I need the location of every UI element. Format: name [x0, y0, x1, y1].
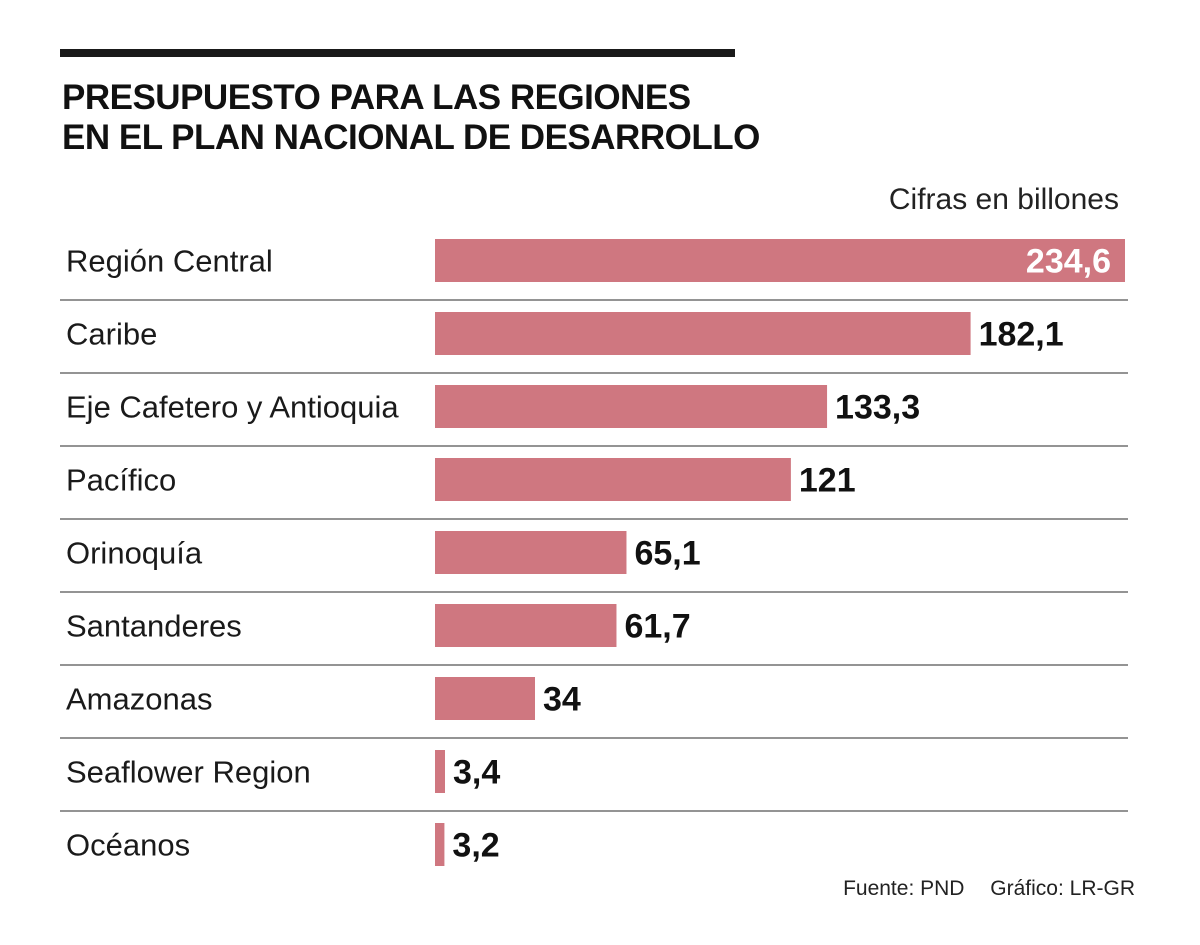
- value-label: 182,1: [979, 316, 1064, 354]
- value-label: 133,3: [835, 389, 920, 427]
- category-label: Seaflower Region: [66, 755, 311, 790]
- units-note: Cifras en billones: [888, 183, 1119, 216]
- chart-title-line-1: PRESUPUESTO PARA LAS REGIONES: [62, 78, 691, 117]
- bar: [435, 531, 627, 574]
- category-label: Caribe: [66, 317, 157, 352]
- category-label: Amazonas: [66, 682, 212, 717]
- value-label: 34: [543, 681, 581, 719]
- category-label: Orinoquía: [66, 536, 203, 571]
- bar: [435, 385, 828, 428]
- bar: [435, 458, 791, 501]
- footer: Fuente: PND Gráfico: LR-GR: [843, 877, 1135, 901]
- source-note: Fuente: PND: [843, 877, 965, 900]
- bar: [435, 750, 445, 793]
- bar: [435, 604, 617, 647]
- category-label: Pacífico: [66, 463, 176, 498]
- top-rule: [60, 49, 735, 57]
- bar: [435, 823, 445, 866]
- value-label: 234,6: [1026, 243, 1111, 281]
- credit-note: Gráfico: LR-GR: [990, 877, 1135, 900]
- bar: [435, 312, 971, 355]
- bar: [435, 239, 1125, 282]
- value-label: 61,7: [624, 608, 690, 646]
- category-label: Región Central: [66, 244, 273, 279]
- chart-title: PRESUPUESTO PARA LAS REGIONES EN EL PLAN…: [62, 78, 760, 158]
- category-label: Santanderes: [66, 609, 242, 644]
- category-label: Eje Cafetero y Antioquia: [66, 390, 399, 425]
- bar: [435, 677, 535, 720]
- value-label: 3,4: [453, 754, 500, 792]
- value-label: 3,2: [452, 827, 499, 865]
- value-label: 65,1: [634, 535, 700, 573]
- category-label: Océanos: [66, 828, 190, 863]
- chart-title-line-2: EN EL PLAN NACIONAL DE DESARROLLO: [62, 118, 760, 157]
- value-label: 121: [799, 462, 856, 500]
